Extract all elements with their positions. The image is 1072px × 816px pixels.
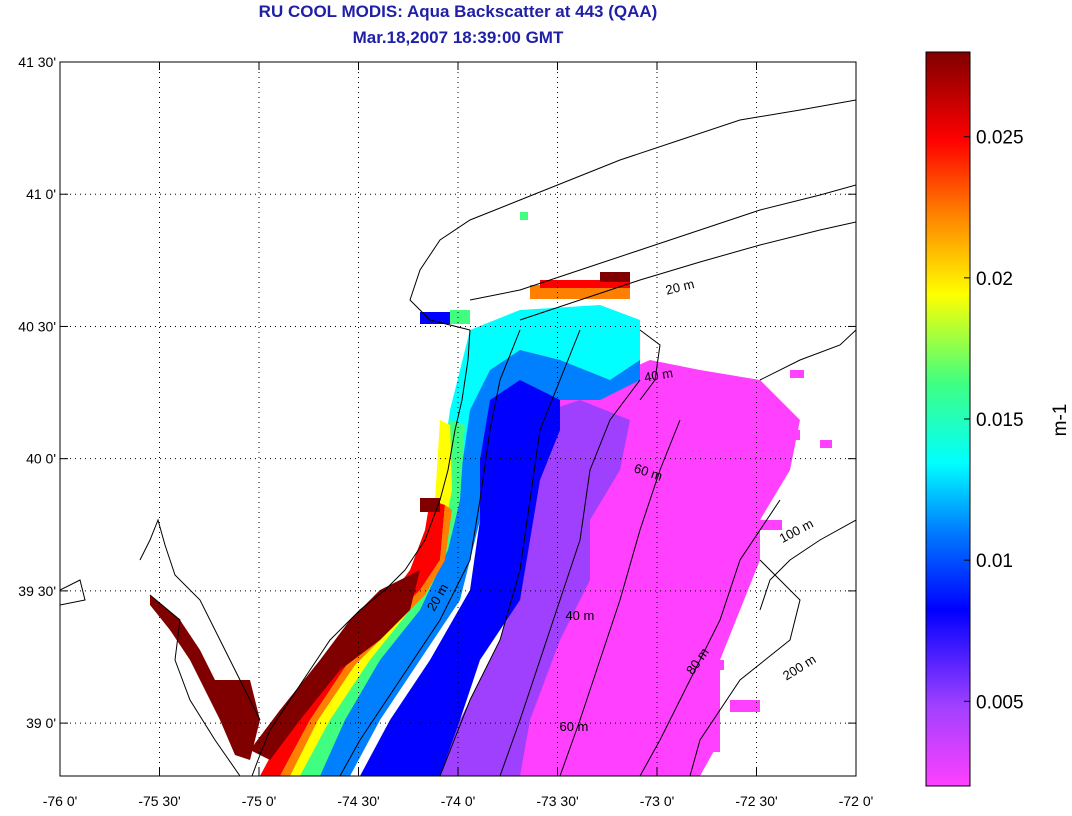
colorbar-unit: m-1 (1050, 404, 1071, 437)
colorbar (925, 51, 971, 787)
lat-tick-label: 39 30' (18, 583, 56, 599)
contour-label: 40 m (565, 608, 594, 623)
contour-label: 20 m (664, 276, 696, 298)
contour-label: 60 m (559, 719, 588, 734)
contour-label: 200 m (780, 651, 819, 683)
backscatter-field (150, 212, 832, 776)
map-title: RU COOL MODIS: Aqua Backscatter at 443 (… (258, 2, 658, 21)
map-timestamp: Mar.18,2007 18:39:00 GMT (352, 28, 564, 47)
lat-tick-label: 41 30' (18, 54, 56, 70)
colorbar-tick-label: 0.02 (976, 269, 1013, 290)
darkred-bay (150, 595, 260, 760)
lon-tick-label: -74 30' (337, 793, 379, 809)
green-yellow-band (270, 420, 460, 776)
blue-band (360, 340, 560, 776)
contour-label: 40 m (643, 365, 674, 385)
lat-tick-label: 39 0' (26, 715, 56, 731)
lon-tick-label: -73 0' (640, 793, 675, 809)
lat-tick-label: 40 0' (26, 451, 56, 467)
lon-tick-label: -72 30' (735, 793, 777, 809)
colorbar-tick-label: 0.01 (976, 551, 1013, 572)
coastline (60, 99, 856, 776)
lon-tick-label: -75 30' (138, 793, 180, 809)
colorbar-ticks: 0.005 0.01 0.015 0.02 0.025 (964, 128, 1024, 713)
colorbar-tick-label: 0.025 (976, 128, 1024, 149)
lon-tick-label: -73 30' (536, 793, 578, 809)
colorbar-tick-label: 0.015 (976, 410, 1024, 431)
lon-tick-label: -74 0' (441, 793, 476, 809)
isobath-contours (339, 329, 801, 776)
lon-tick-label: -75 0' (242, 793, 277, 809)
lat-tick-label: 41 0' (26, 186, 56, 202)
lightblue-band (320, 320, 640, 776)
lat-tick-label: 40 30' (18, 318, 56, 334)
lon-tick-label: -76 0' (43, 793, 78, 809)
purple-band (430, 400, 630, 776)
contour-label: 100 m (777, 516, 816, 546)
colorbar-tick-label: 0.005 (976, 692, 1024, 713)
lon-tick-label: -72 0' (839, 793, 874, 809)
map-grid (60, 62, 856, 776)
darkred-coastal (250, 570, 420, 760)
axis-ticks: -76 0' -75 30' -75 0' -74 30' -74 0' -73 30' -… (18, 54, 873, 809)
